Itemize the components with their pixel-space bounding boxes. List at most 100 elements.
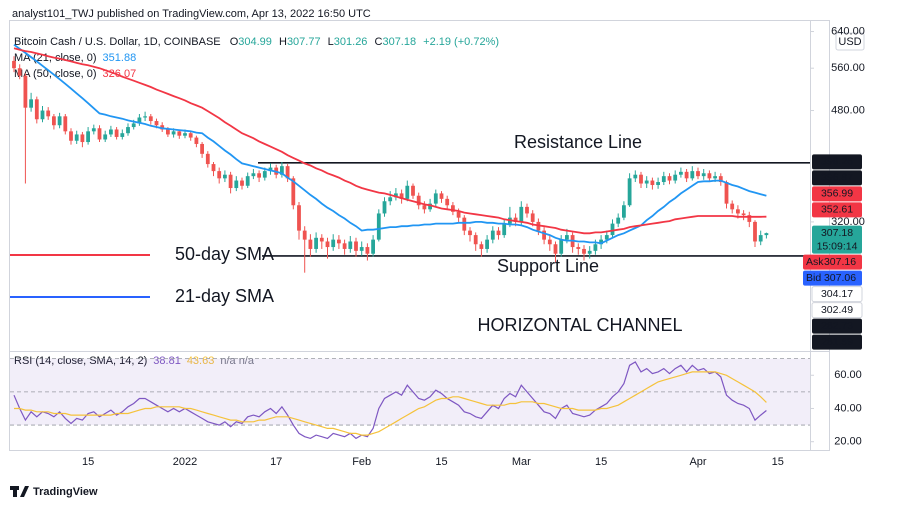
price-tag-value: 282.73 (821, 320, 853, 332)
candle-body (422, 205, 427, 210)
candle-body (319, 237, 324, 242)
candle-body (160, 125, 165, 130)
candle-body (114, 129, 119, 137)
candle-body (758, 235, 763, 242)
candle-body (223, 174, 227, 179)
candle-body (667, 176, 672, 181)
x-tick-label: 15 (595, 456, 607, 468)
candle-body (411, 185, 415, 196)
candle-body (416, 195, 421, 206)
price-tag (812, 170, 862, 186)
candle-body (542, 230, 546, 240)
candle-body (656, 182, 660, 186)
candle-body (627, 178, 632, 206)
legend-low: 301.26 (334, 36, 368, 48)
candle-body (302, 230, 307, 240)
candle-body (120, 133, 125, 137)
candle-body (456, 211, 461, 218)
price-tag (812, 154, 862, 170)
x-tick-label: 15 (82, 456, 94, 468)
candle-body (661, 176, 666, 183)
candle-body (63, 116, 68, 132)
candle-body (46, 110, 51, 117)
candle-body (576, 247, 581, 249)
price-tag (812, 225, 862, 254)
candle-body (143, 116, 147, 118)
candle-body (86, 131, 90, 143)
candle-body (394, 193, 398, 198)
candle-body (696, 171, 700, 177)
annotation: Resistance Line (514, 132, 642, 152)
brand: TradingView (33, 486, 98, 498)
brand-logo (10, 486, 29, 497)
candle-body (211, 164, 216, 172)
candle-body (496, 230, 501, 236)
candle-body (188, 133, 193, 138)
price-tag-countdown: 15:09:14 (817, 240, 858, 252)
x-tick-label: 17 (270, 456, 282, 468)
candle-body (245, 176, 250, 186)
candle-body (679, 171, 683, 175)
price-tag (812, 318, 862, 334)
y-tick-label: 60.00 (834, 369, 862, 381)
legend-ma50: MA (50, close, 0) 326.07 (14, 68, 136, 80)
candle-body (285, 166, 290, 179)
price-tag-value: 396.87 (821, 172, 853, 184)
candle-body (40, 110, 45, 120)
candle-body (109, 129, 113, 135)
candle-body (291, 178, 296, 206)
candle-body (684, 171, 689, 179)
candle-body (525, 206, 529, 214)
legend-ma-name: MA (50, close, 0) (14, 68, 97, 80)
candle-body (690, 171, 695, 179)
candle-body (12, 60, 16, 69)
candle-body (251, 173, 256, 177)
price-tag (812, 202, 862, 218)
rsi-value: 38.81 (153, 355, 181, 367)
candle-body (52, 116, 56, 126)
candle-body (701, 173, 706, 177)
price-tag (803, 270, 862, 286)
candle-body (468, 230, 472, 236)
legend-high: 307.77 (287, 36, 321, 48)
candle-body (405, 185, 410, 199)
candle-body (337, 239, 341, 244)
candle-body (34, 99, 39, 120)
y-tick-label: 40.00 (834, 402, 862, 414)
candle-body (131, 123, 136, 128)
candle-body (587, 250, 592, 254)
candle-body (741, 213, 746, 216)
candle-body (610, 223, 615, 236)
legend-prefix: L (328, 36, 334, 48)
candle-body (644, 180, 649, 184)
candle-body (673, 174, 678, 181)
candle-body (91, 128, 96, 132)
candle-body (280, 166, 284, 175)
price-tag-value: 302.49 (821, 304, 853, 316)
candle-body (154, 121, 159, 126)
currency-box (835, 32, 865, 51)
candle-body (530, 213, 535, 222)
candle-body (297, 205, 301, 231)
legend-title: Bitcoin Cash / U.S. Dollar, 1D, COINBASE (14, 36, 221, 48)
rsi-legend: RSI (14, close, SMA, 14, 2) 38.81 43.63 n/a… (14, 355, 255, 367)
candle-body (753, 221, 757, 242)
candle-body (183, 133, 187, 136)
candle-body (228, 174, 233, 189)
line (14, 371, 767, 436)
candle-body (633, 174, 638, 179)
price-tag (803, 254, 862, 270)
candle-body (433, 193, 438, 204)
candle-body (490, 230, 495, 240)
candle-body (268, 167, 273, 172)
candle-body (80, 134, 85, 143)
candle-body (502, 223, 507, 236)
candle-body (359, 247, 364, 251)
x-tick-label: Apr (689, 456, 706, 468)
candle-body (376, 213, 381, 240)
candle-body (485, 239, 489, 249)
candle-body (148, 116, 153, 122)
candle-body (29, 99, 33, 108)
